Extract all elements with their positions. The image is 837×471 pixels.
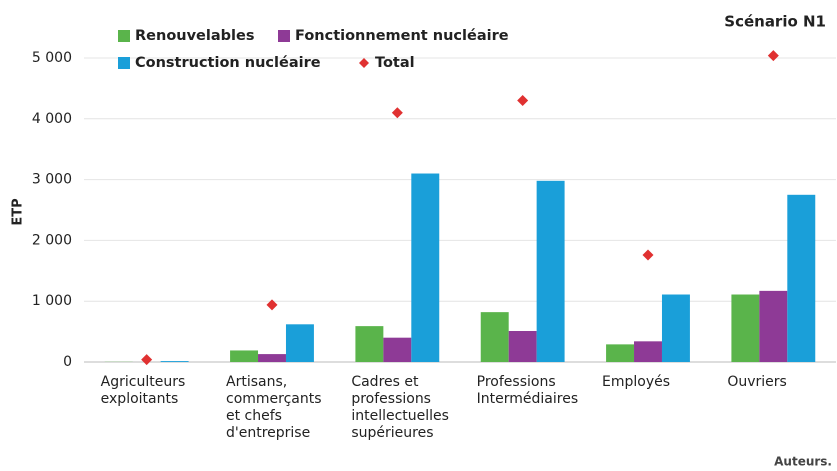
bar: [508, 330, 537, 362]
legend-swatch: [118, 30, 130, 42]
y-tick-label: 4 000: [32, 111, 72, 127]
total-marker: [391, 107, 403, 119]
total-marker: [642, 249, 654, 261]
bar: [480, 312, 509, 362]
legend-marker: [359, 58, 369, 68]
total-marker: [767, 50, 779, 62]
bar: [787, 194, 816, 362]
legend-label: Fonctionnement nucléaire: [295, 28, 509, 44]
bar: [634, 341, 662, 362]
y-tick-label: 1 000: [32, 293, 72, 309]
x-tick-label: Cadres et professions intellectuelles su…: [351, 374, 449, 441]
y-tick-label: 0: [63, 354, 72, 370]
y-tick-label: 3 000: [32, 172, 72, 188]
bar: [661, 294, 690, 362]
x-tick-label: Ouvriers: [727, 374, 787, 390]
bar: [355, 326, 384, 362]
legend-label: Total: [375, 55, 415, 71]
y-tick-label: 5 000: [32, 50, 72, 66]
bar: [230, 350, 259, 362]
legend-label: Renouvelables: [135, 28, 254, 44]
bar: [285, 324, 314, 362]
bar: [536, 180, 565, 362]
bar: [731, 294, 760, 362]
y-tick-label: 2 000: [32, 232, 72, 248]
bar: [383, 337, 412, 362]
legend-swatch: [118, 57, 130, 69]
legend-swatch: [278, 30, 290, 42]
x-tick-label: Artisans, commerçants et chefs d'entrepr…: [226, 374, 322, 441]
total-marker: [517, 95, 529, 107]
total-marker: [266, 299, 278, 311]
bar: [160, 361, 189, 362]
chart-title: Scénario N1: [724, 13, 826, 31]
legend-label: Construction nucléaire: [135, 55, 321, 71]
bar: [411, 173, 440, 362]
bar: [606, 344, 635, 362]
total-marker: [141, 354, 153, 366]
x-tick-label: Agriculteurs exploitants: [100, 374, 186, 407]
x-tick-label: Professions Intermédiaires: [476, 374, 579, 407]
bar: [759, 290, 788, 362]
y-axis-label: ETP: [11, 198, 26, 225]
source: Auteurs.: [774, 455, 832, 469]
x-tick-label: Employés: [602, 374, 671, 390]
bar: [258, 354, 286, 362]
